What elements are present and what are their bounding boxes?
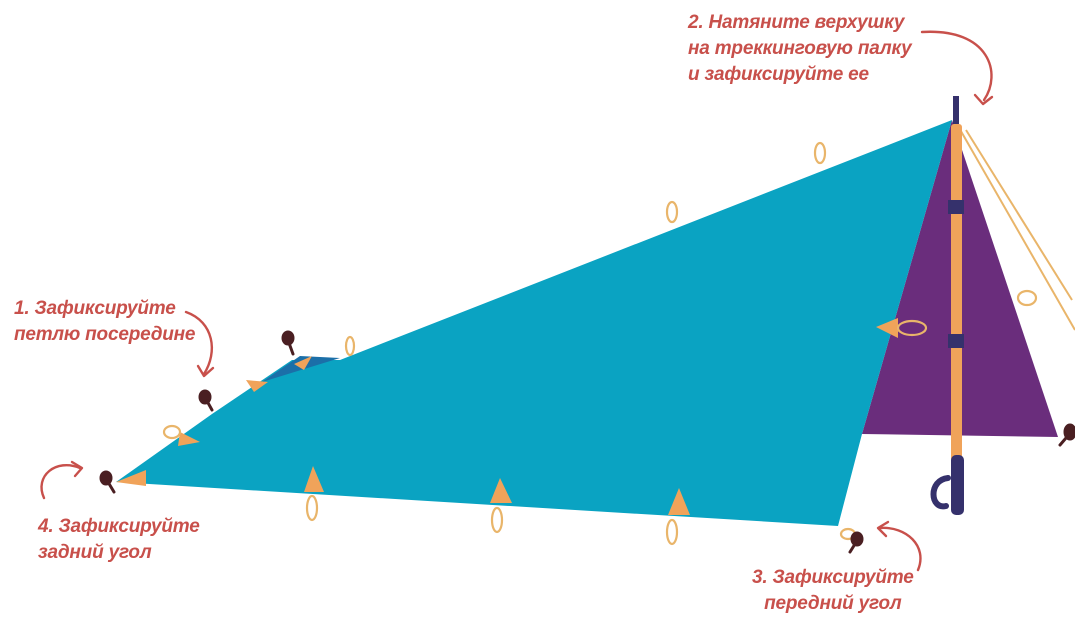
step-1-line-2: петлю посередине (14, 324, 196, 345)
curved-arrow-icon (40, 30, 994, 572)
tarp-inner-fold (218, 356, 340, 412)
step-2-line-2: на треккинговую палку (688, 38, 912, 59)
trekking-pole-icon (930, 96, 964, 515)
tent-stake-icon (99, 330, 1075, 554)
step-1-label: 1. Зафиксируйте петлю посередине (14, 296, 195, 348)
step-2-line-3: и зафиксируйте ее (688, 64, 869, 85)
step-3-label: 3. Зафиксируйте передний угол (752, 565, 914, 617)
step-3-line-1: 3. Зафиксируйте (752, 567, 914, 588)
step-1-line-1: 1. Зафиксируйте (14, 298, 176, 319)
step-2-line-1: 2. Натяните верхушку (688, 12, 905, 33)
guyline (957, 125, 1075, 331)
guyline-loop-icon (162, 141, 1038, 546)
tie-out-patches (116, 318, 898, 515)
tarp-roof (116, 120, 952, 526)
step-3-line-2: передний угол (764, 593, 902, 614)
step-2-label: 2. Натяните верхушку на треккинговую пал… (688, 10, 912, 88)
step-4-line-1: 4. Зафиксируйте (38, 516, 200, 537)
step-4-line-2: задний угол (38, 542, 152, 563)
step-4-label: 4. Зафиксируйте задний угол (38, 514, 200, 566)
